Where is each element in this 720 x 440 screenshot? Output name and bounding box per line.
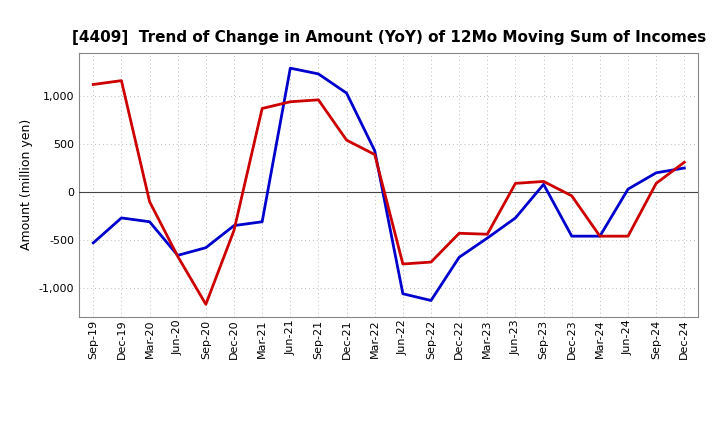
Ordinary Income — [230, 223, 238, 228]
Net Income — [258, 106, 266, 111]
Ordinary Income — [202, 245, 210, 250]
Net Income — [680, 160, 688, 165]
Net Income — [342, 138, 351, 143]
Title: [4409]  Trend of Change in Amount (YoY) of 12Mo Moving Sum of Incomes: [4409] Trend of Change in Amount (YoY) o… — [72, 29, 706, 45]
Ordinary Income — [286, 66, 294, 71]
Net Income — [567, 193, 576, 198]
Ordinary Income — [117, 215, 126, 220]
Net Income — [370, 152, 379, 157]
Ordinary Income — [145, 219, 154, 224]
Ordinary Income — [399, 291, 408, 297]
Ordinary Income — [511, 215, 520, 220]
Net Income — [314, 97, 323, 103]
Line: Net Income: Net Income — [94, 81, 684, 304]
Ordinary Income — [174, 253, 182, 258]
Ordinary Income — [342, 91, 351, 96]
Ordinary Income — [652, 170, 660, 176]
Net Income — [427, 260, 436, 265]
Net Income — [483, 231, 492, 237]
Ordinary Income — [455, 255, 464, 260]
Ordinary Income — [567, 234, 576, 239]
Net Income — [117, 78, 126, 83]
Net Income — [286, 99, 294, 104]
Net Income — [399, 261, 408, 267]
Net Income — [455, 231, 464, 236]
Net Income — [202, 302, 210, 307]
Net Income — [89, 82, 98, 87]
Ordinary Income — [624, 187, 632, 192]
Ordinary Income — [483, 235, 492, 241]
Ordinary Income — [539, 182, 548, 187]
Ordinary Income — [314, 71, 323, 77]
Net Income — [230, 228, 238, 233]
Ordinary Income — [258, 219, 266, 224]
Ordinary Income — [89, 240, 98, 246]
Line: Ordinary Income: Ordinary Income — [94, 68, 684, 301]
Net Income — [145, 199, 154, 204]
Net Income — [624, 234, 632, 239]
Ordinary Income — [370, 148, 379, 154]
Net Income — [652, 181, 660, 186]
Net Income — [174, 254, 182, 259]
Ordinary Income — [595, 234, 604, 239]
Net Income — [511, 181, 520, 186]
Ordinary Income — [427, 298, 436, 303]
Net Income — [595, 234, 604, 239]
Y-axis label: Amount (million yen): Amount (million yen) — [20, 119, 33, 250]
Ordinary Income — [680, 165, 688, 171]
Net Income — [539, 179, 548, 184]
